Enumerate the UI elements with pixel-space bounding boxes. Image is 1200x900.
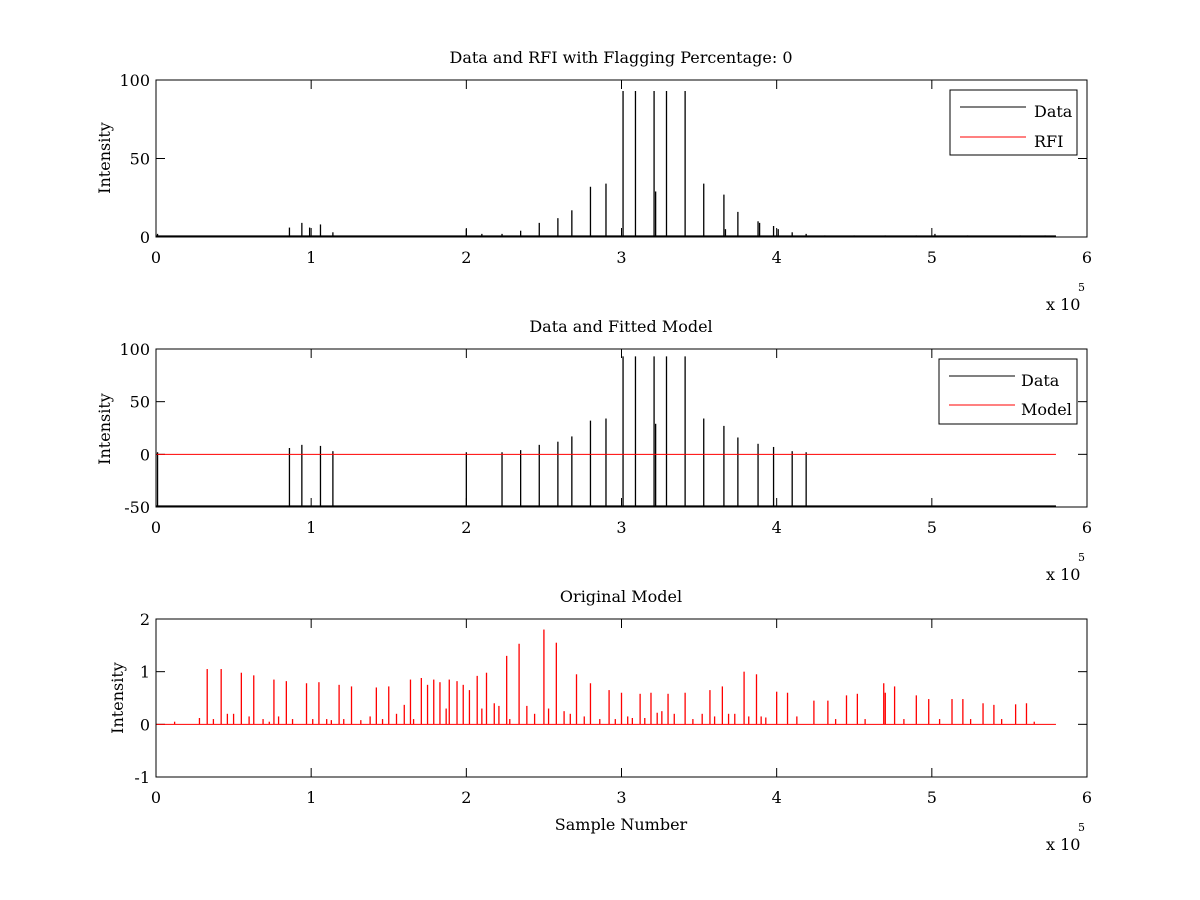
subplot-2-legend: Data Model [938,358,1078,425]
y-tick-label: 0 [140,228,150,247]
y-tick-label: 50 [130,150,150,169]
subplot-1-x-exponent: x 10 [1046,295,1080,314]
subplot-3-xlabel: Sample Number [555,815,688,834]
x-tick-label: 3 [616,788,626,807]
legend-rfi-label: RFI [1034,132,1063,151]
legend-data-label: Data [1034,102,1073,121]
x-tick-label: 0 [151,518,161,537]
subplot-1-ylabel: Intensity [95,122,114,194]
subplot-2-ylabel: Intensity [95,393,114,465]
legend-box [949,89,1078,156]
x-tick-label: 3 [616,248,626,267]
subplot-3-axes-box [155,618,1088,778]
subplot-3-title: Original Model [560,587,682,606]
y-tick-label: 2 [140,610,150,629]
x-tick-label: 1 [306,518,316,537]
legend-data-label: Data [1021,371,1060,390]
x-tick-label: 6 [1082,518,1092,537]
y-tick-label: 100 [119,340,150,359]
subplot-2-title: Data and Fitted Model [529,317,712,336]
y-tick-label: 1 [140,663,150,682]
subplot-1-title: Data and RFI with Flagging Percentage: 0 [449,48,792,67]
subplot-3-x-exponent-power: 5 [1078,821,1085,834]
x-tick-label: 5 [927,788,937,807]
y-tick-label: 100 [119,71,150,90]
legend-box [938,358,1078,425]
x-tick-label: 0 [151,248,161,267]
y-tick-label: -1 [134,768,150,787]
x-tick-label: 1 [306,788,316,807]
x-tick-label: 6 [1082,788,1092,807]
x-tick-label: 5 [927,518,937,537]
x-tick-label: 3 [616,518,626,537]
y-tick-label: 0 [140,445,150,464]
subplot-2-x-exponent: x 10 [1046,565,1080,584]
x-tick-label: 4 [772,788,782,807]
subplot-data-model: Data and Fitted Model Intensity 0 1 2 3 4 5 6 -… [95,317,1092,584]
x-tick-label: 2 [461,788,471,807]
x-tick-label: 2 [461,518,471,537]
subplot-3-x-exponent: x 10 [1046,835,1080,854]
x-tick-label: 1 [306,248,316,267]
x-tick-label: 4 [772,518,782,537]
subplot-3-ylabel: Intensity [108,662,127,734]
subplot-2-x-exponent-power: 5 [1078,551,1085,564]
subplot-2-axes-box [155,348,1088,508]
x-tick-label: 6 [1082,248,1092,267]
y-tick-label: 0 [140,715,150,734]
x-tick-label: 2 [461,248,471,267]
x-tick-label: 0 [151,788,161,807]
legend-model-label: Model [1021,400,1072,419]
subplot-1-legend: Data RFI [949,89,1078,156]
x-tick-label: 4 [772,248,782,267]
x-tick-label: 5 [927,248,937,267]
subplot-1-axes-box [155,79,1088,238]
y-tick-label: -50 [124,498,150,517]
subplot-1-x-exponent-power: 5 [1078,281,1085,294]
y-tick-label: 50 [130,393,150,412]
subplot-data-rfi: Data and RFI with Flagging Percentage: 0… [95,48,1092,314]
